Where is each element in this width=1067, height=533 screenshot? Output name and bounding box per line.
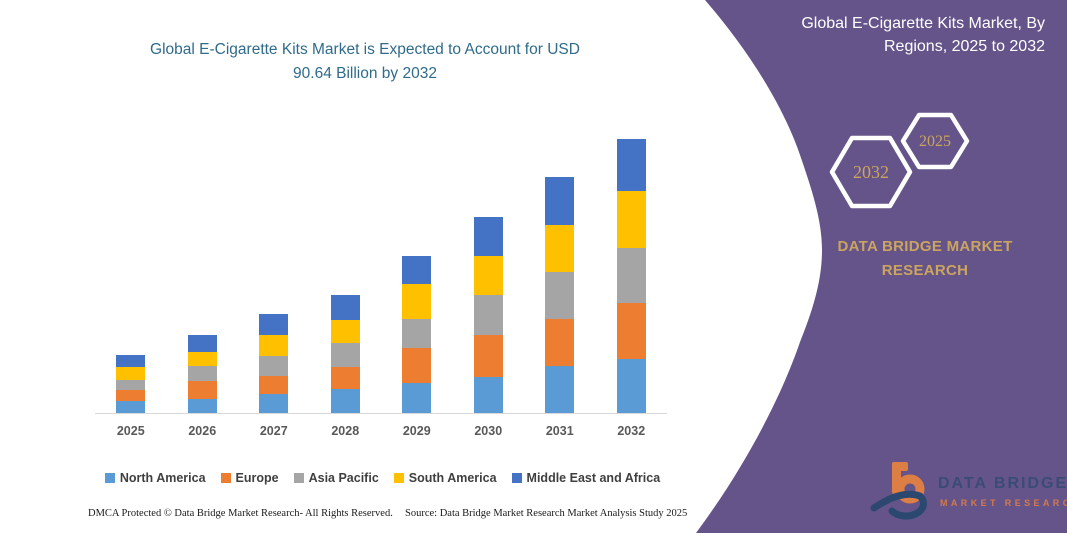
chart-title-line2: 90.64 Billion by 2032 xyxy=(293,65,437,82)
logo-text-secondary: MARKET RESEARCH xyxy=(940,498,1067,508)
bar-segment-south-america-2031 xyxy=(545,224,575,273)
hexagon-2032-icon xyxy=(829,135,913,209)
legend-item-asia-pacific: Asia Pacific xyxy=(293,471,379,485)
panel-title: Global E-Cigarette Kits Market, By Regio… xyxy=(760,12,1045,58)
x-axis-label-2027: 2027 xyxy=(259,424,288,438)
bar-segment-europe-2025 xyxy=(116,390,146,402)
bar-segment-middle-east-and-africa-2026 xyxy=(187,334,217,352)
bar-segment-europe-2031 xyxy=(545,319,575,367)
source-note: Source: Data Bridge Market Research Mark… xyxy=(405,508,688,519)
legend-item-north-america: North America xyxy=(104,471,206,485)
bar-segment-middle-east-and-africa-2028 xyxy=(330,295,360,321)
bar-segment-asia-pacific-2027 xyxy=(259,356,289,377)
panel-title-line2: Regions, 2025 to 2032 xyxy=(883,38,1045,55)
legend-swatch-icon xyxy=(511,473,522,483)
bar-segment-europe-2027 xyxy=(259,376,289,395)
x-axis-labels: 2025 2026 2027 2028 2029 2030 2031 2032 xyxy=(95,424,667,438)
bar-segment-south-america-2030 xyxy=(473,255,503,295)
x-axis-label-2025: 2025 xyxy=(116,424,145,438)
bar-2028 xyxy=(330,295,360,413)
bar-segment-middle-east-and-africa-2025 xyxy=(116,354,146,367)
brand-wordmark: DATA BRIDGE MARKET RESEARCH xyxy=(815,235,1035,283)
bar-segment-north-america-2031 xyxy=(545,366,575,413)
legend-label: Asia Pacific xyxy=(308,471,379,485)
bar-segment-north-america-2032 xyxy=(616,358,646,413)
hexagon-year-2025: 2025 xyxy=(919,133,951,150)
bar-segment-europe-2026 xyxy=(187,381,217,400)
x-axis-label-2030: 2030 xyxy=(474,424,503,438)
legend-swatch-icon xyxy=(220,473,231,483)
bar-segment-asia-pacific-2028 xyxy=(330,343,360,367)
brand-line2: RESEARCH xyxy=(881,262,969,279)
bar-segment-north-america-2028 xyxy=(330,388,360,413)
legend-item-south-america: South America xyxy=(393,471,497,485)
bar-segment-middle-east-and-africa-2030 xyxy=(473,216,503,256)
bar-2029 xyxy=(402,256,432,413)
chart-title: Global E-Cigarette Kits Market is Expect… xyxy=(90,38,640,86)
bar-segment-north-america-2030 xyxy=(473,376,503,413)
bar-2030 xyxy=(473,216,503,413)
bar-segment-asia-pacific-2030 xyxy=(473,294,503,336)
bar-segment-europe-2030 xyxy=(473,335,503,377)
bar-segment-middle-east-and-africa-2032 xyxy=(616,138,646,192)
bar-segment-north-america-2025 xyxy=(116,401,146,413)
bar-segment-asia-pacific-2032 xyxy=(616,248,646,304)
dmca-notice: DMCA Protected © Data Bridge Market Rese… xyxy=(88,508,393,519)
logo-b-bowl xyxy=(895,474,925,504)
x-axis-label-2029: 2029 xyxy=(402,424,431,438)
x-axis-label-2028: 2028 xyxy=(331,424,360,438)
bar-segment-north-america-2026 xyxy=(187,399,217,413)
legend-swatch-icon xyxy=(104,473,115,483)
chart-title-line1: Global E-Cigarette Kits Market is Expect… xyxy=(150,41,580,58)
legend-swatch-icon xyxy=(293,473,304,483)
chart-legend: North America Europe Asia Pacific South Ame… xyxy=(90,471,675,485)
bar-segment-south-america-2025 xyxy=(116,366,146,381)
hexagon-year-2032: 2032 xyxy=(853,162,889,182)
logo-b-hook xyxy=(892,462,908,471)
legend-item-middle-east-and-africa: Middle East and Africa xyxy=(511,471,661,485)
legend-label: Europe xyxy=(235,471,279,485)
x-axis-label-2026: 2026 xyxy=(188,424,217,438)
legend-swatch-icon xyxy=(393,473,404,483)
bar-2026 xyxy=(187,334,217,413)
bar-segment-south-america-2029 xyxy=(402,284,432,319)
bar-segment-south-america-2032 xyxy=(616,191,646,249)
legend-item-europe: Europe xyxy=(220,471,279,485)
bar-segment-north-america-2029 xyxy=(402,383,432,413)
legend-label: Middle East and Africa xyxy=(526,471,661,485)
hexagon-2025-icon xyxy=(900,112,970,170)
bar-segment-asia-pacific-2026 xyxy=(187,365,217,382)
bar-segment-south-america-2028 xyxy=(330,320,360,344)
bar-segment-asia-pacific-2031 xyxy=(545,272,575,320)
x-axis-label-2032: 2032 xyxy=(617,424,646,438)
bar-segment-south-america-2026 xyxy=(187,351,217,366)
bar-2027 xyxy=(259,313,289,413)
bar-segment-middle-east-and-africa-2029 xyxy=(402,256,432,285)
bar-segment-europe-2032 xyxy=(616,303,646,359)
logo-d-swoosh xyxy=(870,490,927,520)
bar-segment-asia-pacific-2029 xyxy=(402,318,432,349)
logo-text-primary: DATA BRIDGE xyxy=(938,475,1067,492)
bar-2031 xyxy=(545,177,575,413)
dbmr-logo: DATA BRIDGE MARKET RESEARCH xyxy=(870,462,1067,520)
panel-title-line1: Global E-Cigarette Kits Market, By xyxy=(801,15,1045,32)
bar-segment-europe-2028 xyxy=(330,366,360,389)
bar-segment-asia-pacific-2025 xyxy=(116,380,146,391)
bar-2032 xyxy=(616,138,646,413)
x-axis-label-2031: 2031 xyxy=(545,424,574,438)
bar-segment-middle-east-and-africa-2031 xyxy=(545,177,575,225)
bar-segment-south-america-2027 xyxy=(259,335,289,357)
legend-label: North America xyxy=(119,471,206,485)
bar-2025 xyxy=(116,354,146,413)
x-axis-line xyxy=(95,413,667,414)
purple-panel-background xyxy=(696,0,1067,533)
bar-segment-middle-east-and-africa-2027 xyxy=(259,313,289,336)
stacked-bar-chart xyxy=(95,120,667,413)
bar-segment-north-america-2027 xyxy=(259,394,289,413)
brand-line1: DATA BRIDGE MARKET xyxy=(837,238,1013,255)
legend-label: South America xyxy=(408,471,497,485)
bar-segment-europe-2029 xyxy=(402,348,432,383)
